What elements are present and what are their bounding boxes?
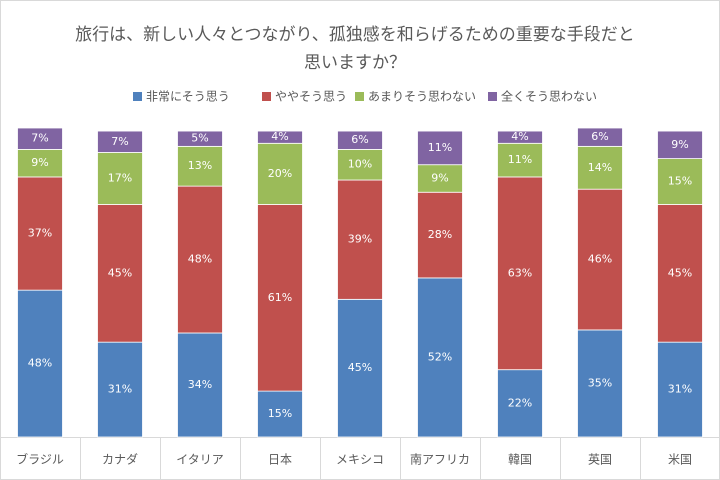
data-label: 45%	[348, 361, 372, 374]
x-tick-label: 日本	[268, 453, 292, 467]
bar-segment	[257, 142, 303, 205]
legend-label: ややそう思う	[275, 90, 347, 104]
bar-segment	[657, 130, 703, 159]
bar-segment	[657, 158, 703, 205]
x-tick-label: 英国	[588, 453, 612, 467]
data-label: 14%	[588, 161, 612, 174]
data-label: 9%	[31, 156, 48, 169]
bar-segment	[177, 145, 223, 187]
data-label: 45%	[668, 266, 692, 279]
data-label: 48%	[188, 253, 212, 266]
bar-segment	[497, 369, 543, 438]
data-label: 34%	[188, 378, 212, 391]
bar-segment	[177, 185, 223, 334]
bar-segment	[337, 149, 383, 181]
data-label: 17%	[108, 171, 132, 184]
bar-segment	[657, 204, 703, 343]
bar-segment	[17, 176, 63, 291]
bar-segment	[177, 130, 223, 147]
legend-label: 非常にそう思う	[146, 90, 230, 104]
x-tick-label: 韓国	[508, 453, 532, 467]
data-label: 31%	[108, 383, 132, 396]
data-label: 35%	[588, 376, 612, 389]
bar-segment	[497, 130, 543, 144]
data-label: 22%	[508, 396, 532, 409]
x-tick-label: カナダ	[102, 452, 138, 467]
data-label: 15%	[668, 175, 692, 188]
bar-segment	[497, 142, 543, 178]
data-label: 31%	[668, 383, 692, 396]
legend-swatch	[262, 92, 271, 101]
data-label: 6%	[351, 133, 368, 146]
legend-swatch	[488, 92, 497, 101]
bar-segment	[257, 204, 303, 392]
data-label: 48%	[28, 357, 52, 370]
bar-segment	[17, 127, 63, 150]
bar-segment	[337, 130, 383, 150]
bar-segment	[97, 130, 143, 153]
legend-label: あまりそう思わない	[368, 90, 476, 104]
bar-segment	[657, 341, 703, 438]
x-tick-label: ブラジル	[16, 452, 64, 467]
bar-segment	[337, 298, 383, 438]
legend-swatch	[133, 92, 142, 101]
bar-segment	[497, 176, 543, 371]
bar-segment	[17, 149, 63, 178]
x-tick-label: 南アフリカ	[410, 452, 470, 467]
data-label: 7%	[111, 135, 128, 148]
x-tick-label: イタリア	[176, 453, 224, 467]
bar-segment	[577, 188, 623, 331]
bar-segment	[417, 277, 463, 438]
data-label: 15%	[268, 407, 292, 420]
data-label: 4%	[511, 130, 528, 143]
data-label: 28%	[428, 228, 452, 241]
bar-segment	[577, 145, 623, 190]
x-tick-label: 米国	[668, 453, 692, 467]
data-label: 9%	[431, 171, 448, 184]
data-label: 37%	[28, 227, 52, 240]
bar-segment	[417, 164, 463, 193]
legend-swatch	[355, 92, 364, 101]
data-label: 6%	[591, 130, 608, 143]
bar-segment	[97, 341, 143, 438]
chart-title: 思いますか？	[304, 53, 406, 73]
data-label: 61%	[268, 291, 292, 304]
bar-segment	[17, 289, 63, 438]
bar-segment	[97, 152, 143, 205]
bar-segment	[97, 204, 143, 343]
chart-title: 旅行は、新しい人々とつながり、孤独感を和らげるための重要な手段だと	[75, 25, 635, 45]
bar-segment	[257, 130, 303, 144]
data-label: 9%	[671, 138, 688, 151]
bar-segment	[417, 191, 463, 279]
bar-segment	[177, 332, 223, 438]
bar-segment	[337, 179, 383, 300]
data-label: 45%	[108, 266, 132, 279]
data-label: 11%	[508, 153, 532, 166]
data-label: 46%	[588, 253, 612, 266]
data-label: 11%	[428, 141, 452, 154]
data-label: 7%	[31, 132, 48, 145]
legend-label: 全くそう思わない	[501, 89, 597, 104]
bar-segment	[577, 127, 623, 147]
data-label: 63%	[508, 266, 532, 279]
data-label: 5%	[191, 132, 208, 145]
data-label: 4%	[271, 130, 288, 143]
data-label: 20%	[268, 167, 292, 180]
data-label: 52%	[428, 350, 452, 363]
bar-segment	[417, 130, 463, 166]
bar-segment	[257, 390, 303, 438]
data-label: 13%	[188, 159, 212, 172]
x-tick-label: メキシコ	[336, 453, 384, 467]
data-label: 10%	[348, 158, 372, 171]
data-label: 39%	[348, 233, 372, 246]
